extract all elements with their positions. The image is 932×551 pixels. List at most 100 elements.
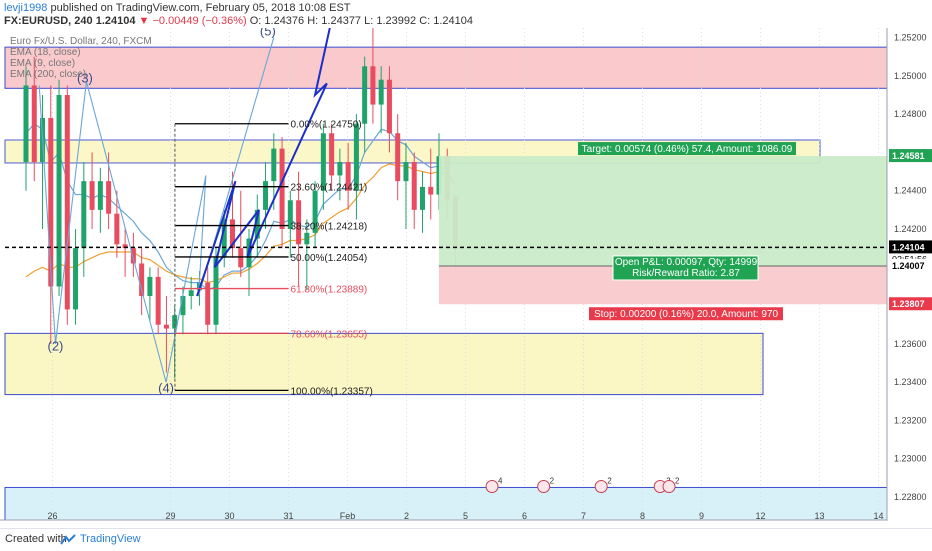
candle-body [263, 181, 268, 210]
demand-zone-lower [5, 333, 763, 394]
event-count: 2 [550, 476, 555, 485]
price-tick-label: 1.24800 [894, 109, 927, 119]
event-flag-icon [486, 480, 498, 492]
price-tick-label: 1.22800 [894, 492, 927, 502]
price-tick-label: 1.23400 [894, 377, 927, 387]
candle-body [156, 277, 161, 325]
time-tick-label: 6 [522, 511, 527, 521]
position-layer: Target: 0.00574 (0.46%) 57.4, Amount: 10… [5, 142, 887, 320]
price-tick-label: 1.23200 [894, 415, 927, 425]
price-tick-label: 1.23000 [894, 454, 927, 464]
candle-body [337, 162, 342, 175]
tradingview-logo-icon [60, 534, 76, 546]
candle-body [90, 181, 95, 210]
candle-body [387, 80, 392, 134]
target-zone [439, 156, 887, 266]
candle-body [412, 162, 417, 210]
price-chart[interactable]: (5)(3)(2)(4) 0.00%(1.24750)23.60%(1.2442… [0, 28, 932, 528]
fib-level-label: 100.00%(1.23357) [291, 386, 373, 397]
publish-info: published on TradingView.com, February 0… [50, 2, 350, 14]
legend-ema9: EMA (9, close) [10, 58, 75, 69]
pnl-label: Open P&L: 0.00097, Qty: 14999 [615, 257, 758, 268]
event-count: 2 [675, 476, 680, 485]
candle-body [420, 187, 425, 210]
candle-body [395, 133, 400, 181]
wave-label: (5) [260, 28, 276, 39]
username-link[interactable]: levji1998 [4, 2, 47, 14]
event-flag-icon [595, 480, 607, 492]
last-price: 1.24104 [96, 15, 136, 27]
candle-body [114, 214, 119, 245]
time-tick-label: 30 [224, 511, 234, 521]
candle-body [81, 181, 86, 248]
footer: Created with TradingView [0, 528, 932, 551]
wave-label: (4) [158, 381, 174, 396]
time-tick-label: 31 [283, 511, 293, 521]
fib-level-label: 38.20%(1.24218) [291, 222, 368, 233]
time-tick-label: 2 [404, 511, 409, 521]
time-tick-label: 8 [640, 511, 645, 521]
candle-body [65, 95, 70, 309]
symbol-line: FX:EURUSD, 240 1.24104 ▼ −0.00449 (−0.36… [4, 15, 473, 27]
entry-price-tag: 1.24007 [892, 261, 925, 271]
price-tick-label: 1.25000 [894, 71, 927, 81]
symbol-label: FX:EURUSD, 240 [4, 15, 93, 27]
fib-level-label: 0.00%(1.24750) [291, 120, 362, 131]
time-tick-label: 12 [755, 511, 765, 521]
price-tick-label: 1.23600 [894, 339, 927, 349]
close-value: C: 1.24104 [419, 15, 473, 27]
last-price-tag: 1.24104 [892, 242, 925, 252]
event-count: 4 [498, 476, 503, 485]
price-tick-label: 1.25200 [894, 33, 927, 43]
created-with-label: Created with [5, 533, 67, 545]
supply-zone [5, 47, 887, 88]
target-price-tag: 1.24581 [892, 151, 925, 161]
open-value: O: 1.24376 [250, 15, 304, 27]
time-tick-label: 13 [814, 511, 824, 521]
tradingview-link[interactable]: TradingView [80, 533, 141, 545]
event-count: 2 [607, 476, 612, 485]
target-label: Target: 0.00574 (0.46%) 57.4, Amount: 10… [582, 144, 793, 155]
time-tick-label: 5 [463, 511, 468, 521]
time-tick-label: 9 [699, 511, 704, 521]
candle-body [147, 277, 152, 296]
candle-body [57, 95, 62, 286]
candle-body [354, 124, 359, 191]
legend-ema18: EMA (18, close) [10, 47, 81, 58]
high-value: H: 1.24377 [307, 15, 361, 27]
candle-body [24, 85, 29, 162]
stop-label: Stop: 0.00200 (0.16%) 20.0, Amount: 970 [594, 309, 778, 320]
fib-level-label: 78.60%(1.23655) [291, 329, 368, 340]
fib-level-label: 23.60%(1.24421) [291, 183, 368, 194]
candle-body [304, 233, 309, 244]
candle-body [280, 149, 285, 229]
candle-body [238, 248, 243, 267]
candle-body [106, 181, 111, 214]
candle-body [32, 85, 37, 162]
candle-body [329, 133, 334, 175]
candle-body [213, 258, 218, 325]
price-tick-label: 1.24200 [894, 224, 927, 234]
event-flag-icon [663, 480, 675, 492]
candle-body [428, 187, 433, 195]
price-tick-label: 1.24400 [894, 186, 927, 196]
candle-body [403, 162, 408, 181]
event-flag-icon [538, 480, 550, 492]
rr-label: Risk/Reward Ratio: 2.87 [632, 268, 740, 279]
fib-level-label: 61.80%(1.23889) [291, 285, 368, 296]
candle-body [189, 290, 194, 296]
candle-body [73, 248, 78, 309]
legend-series: Euro Fx/U.S. Dollar, 240, FXCM [10, 36, 152, 47]
time-tick-label: 7 [581, 511, 586, 521]
candle-body [379, 80, 384, 105]
low-value: L: 1.23992 [364, 15, 416, 27]
price-change: ▼ −0.00449 (−0.36%) [139, 15, 247, 27]
time-tick-label: 26 [47, 511, 57, 521]
candle-body [98, 181, 103, 210]
wave-label: (2) [48, 339, 64, 354]
stop-price-tag: 1.23807 [892, 299, 925, 309]
time-tick-label: Feb [340, 511, 356, 521]
candle-body [362, 66, 367, 123]
time-tick-label: 14 [873, 511, 883, 521]
elliott-wave-line [39, 38, 274, 383]
